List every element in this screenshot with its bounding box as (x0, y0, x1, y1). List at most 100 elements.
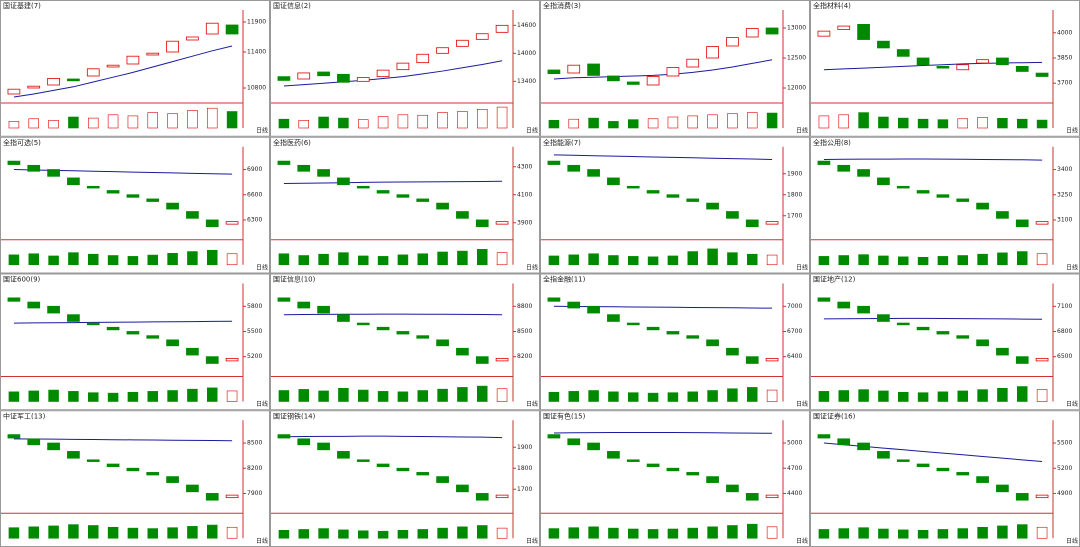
volume-bar (858, 112, 869, 129)
candle (877, 177, 890, 186)
candle (745, 28, 759, 38)
candle (726, 347, 739, 356)
candle (27, 301, 41, 309)
y-tick-label: 8200 (247, 465, 262, 472)
volume-bar (897, 391, 909, 402)
volume-bar (838, 114, 850, 129)
moving-average (553, 59, 773, 80)
panel-frame (0, 273, 270, 411)
candle (225, 24, 239, 35)
volume-bar (107, 392, 119, 402)
volume-bar (1036, 119, 1048, 129)
volume-bar (437, 388, 448, 402)
y-tick-label: 7900 (247, 490, 262, 497)
candle (996, 211, 1009, 219)
candle (416, 198, 430, 202)
volume-bar (87, 392, 99, 402)
volume-bar (167, 390, 178, 402)
volume-bar (338, 252, 349, 266)
candle (106, 463, 120, 467)
volume-bar (818, 529, 830, 539)
candle (1015, 356, 1029, 364)
volume-bar (48, 389, 59, 402)
y-tick-label: 1900 (517, 444, 532, 451)
candle (877, 314, 890, 322)
candle (277, 434, 291, 439)
volume-bar (338, 387, 349, 402)
volume-bar (147, 528, 159, 539)
volume-bar (1016, 251, 1028, 266)
candle (706, 339, 719, 347)
candle (166, 40, 179, 53)
moving-average (823, 317, 1043, 320)
panel-title: 全指材料(4) (813, 1, 851, 10)
candle (765, 357, 779, 362)
volume-bar (1036, 389, 1048, 402)
volume-bar (496, 106, 508, 129)
period-label: 日线 (526, 400, 538, 408)
volume-bar (627, 392, 639, 402)
y-tick-label: 8800 (517, 303, 532, 310)
candle (416, 335, 430, 339)
volume-bar (397, 530, 409, 539)
y-tick-label: 3700 (1057, 80, 1072, 87)
volume-bar (897, 256, 909, 266)
panel-title: 中证军工(13) (3, 411, 46, 420)
volume-bar (977, 389, 988, 402)
candle (706, 476, 719, 483)
candle (765, 27, 779, 35)
panel-frame (540, 410, 810, 547)
volume-bar (496, 252, 508, 266)
y-tick-label: 6600 (247, 191, 262, 198)
panel-frame (0, 410, 270, 547)
panel-frame (540, 136, 810, 274)
candle (956, 198, 970, 202)
volume-bar (167, 527, 178, 539)
volume-bar (588, 253, 599, 266)
volume-bar (997, 252, 1008, 266)
candle (297, 72, 311, 80)
y-tick-label: 5800 (247, 303, 262, 310)
y-tick-label: 6800 (1057, 328, 1072, 335)
candle (376, 69, 390, 78)
y-tick-label: 14600 (517, 22, 536, 29)
period-label: 日线 (1066, 537, 1078, 545)
candle (936, 331, 950, 335)
candle (67, 314, 80, 322)
volume-bar (818, 256, 830, 266)
candle (1035, 494, 1049, 499)
candle (817, 434, 831, 439)
candle (475, 493, 489, 501)
volume-bar (937, 256, 949, 266)
candle (337, 177, 350, 186)
y-tick-label: 3250 (1057, 191, 1072, 198)
volume-bar (647, 529, 659, 539)
candle (356, 77, 370, 82)
candle (976, 59, 989, 64)
period-label: 日线 (1066, 263, 1078, 271)
period-label: 日线 (526, 263, 538, 271)
candle (396, 331, 410, 335)
volume-bar (437, 251, 448, 266)
candle (317, 305, 330, 314)
volume-bar (1016, 386, 1028, 402)
volume-bar (746, 523, 758, 539)
candle (646, 190, 660, 194)
volume-bar (548, 120, 560, 129)
volume-bar (937, 119, 949, 129)
candle (646, 326, 660, 331)
candle (27, 438, 41, 446)
candle (106, 64, 120, 68)
volume-bar (68, 116, 79, 129)
volume-bar (48, 120, 59, 129)
volume-bar (568, 391, 580, 402)
volume-bar (878, 116, 889, 129)
panel-frame (270, 0, 540, 137)
volume-bar (858, 254, 869, 266)
candle (745, 219, 759, 228)
volume-bar (766, 254, 778, 266)
candle (607, 314, 620, 322)
panel-frame (540, 0, 810, 137)
candle (277, 160, 291, 165)
candle (205, 356, 219, 364)
